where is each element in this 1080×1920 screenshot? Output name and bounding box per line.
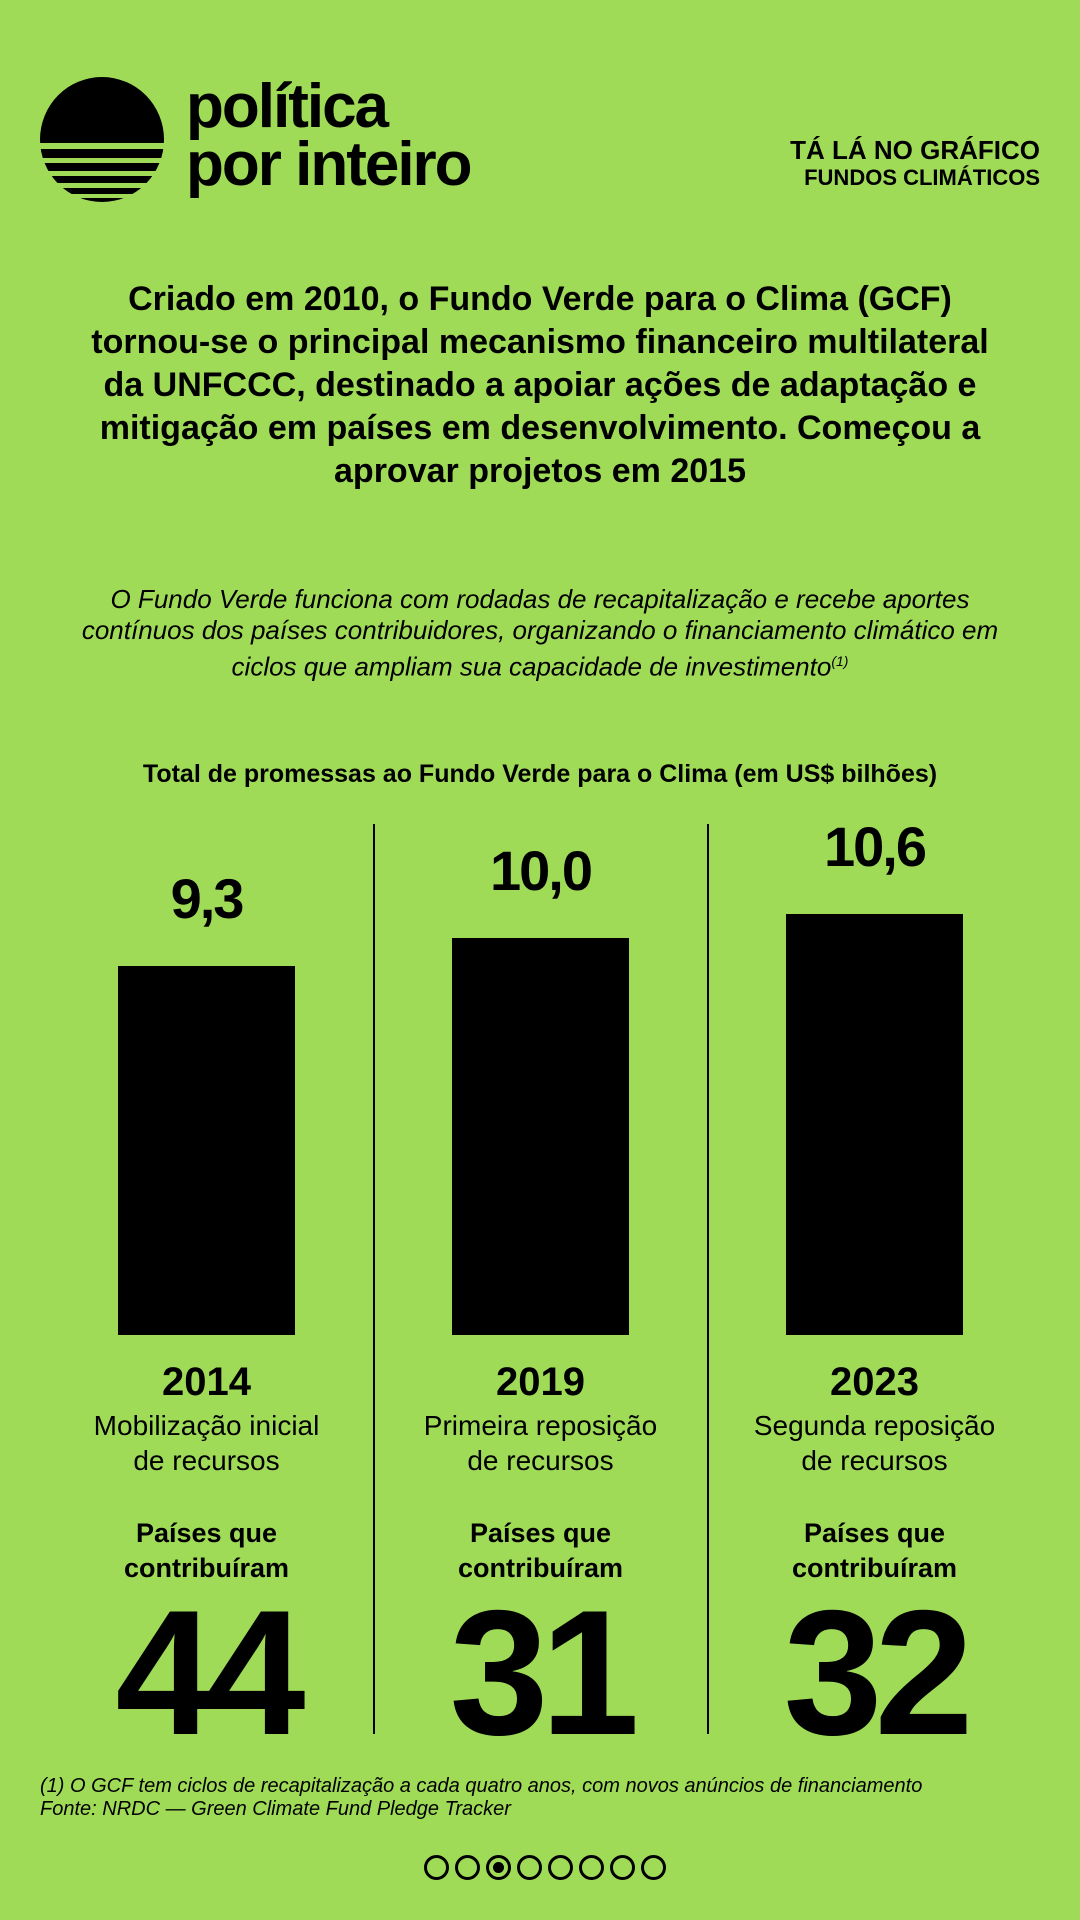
chart-column-2014: 9,3 2014 Mobilização inicial de recursos Pa… [40, 0, 373, 1920]
series-title: TÁ LÁ NO GRÁFICO [790, 135, 1040, 165]
bar-description: Primeira reposição de recursos [423, 1410, 658, 1476]
column-divider [707, 824, 709, 1734]
column-divider [373, 824, 375, 1734]
countries-label: Países que contribuíram [457, 1518, 624, 1583]
bar [118, 965, 295, 1335]
series-label: TÁ LÁ NO GRÁFICO FUNDOS CLIMÁTICOS [790, 136, 1040, 192]
chart-column-2019: 10,0 2019 Primeira reposição de recursos Pa… [374, 0, 707, 1920]
brand-line-1: política [186, 72, 389, 141]
bar-description: Segunda reposição de recursos [753, 1410, 996, 1476]
page-dot-7[interactable] [610, 1855, 635, 1880]
logo-icon [40, 77, 164, 202]
bar-value-label: 10,6 [824, 815, 927, 879]
headline: Criado em 2010, o Fundo Verde para o Cli… [91, 280, 989, 490]
series-subtitle: FUNDOS CLIMÁTICOS [804, 165, 1040, 190]
countries-count: 44 [115, 1573, 306, 1772]
bar [786, 914, 963, 1335]
chart-column-2023: 10,6 2023 Segunda reposição de recursos Paí… [708, 0, 1041, 1920]
intro-body: O Fundo Verde funciona com rodadas de re… [81, 584, 999, 682]
countries-count: 31 [449, 1573, 640, 1772]
page-dot-5[interactable] [548, 1855, 573, 1880]
footnote: (1) O GCF tem ciclos de recapitalização … [40, 1775, 923, 1797]
bar [452, 938, 629, 1335]
bar-category-label: 2019 [496, 1360, 585, 1404]
bar-category-label: 2014 [162, 1360, 251, 1404]
footnotes: (1) O GCF tem ciclos de recapitalização … [40, 1775, 922, 1821]
countries-label: Países que contribuíram [123, 1518, 290, 1583]
brand-name: política por inteiro [186, 72, 473, 199]
countries-label: Países que contribuíram [791, 1518, 958, 1583]
page-dot-8[interactable] [641, 1855, 666, 1880]
pagination-dots [424, 1855, 666, 1880]
page-dot-4[interactable] [517, 1855, 542, 1880]
footnote-ref: (1) [831, 653, 849, 669]
source: Fonte: NRDC — Green Climate Fund Pledge … [40, 1798, 511, 1820]
bar-value-label: 9,3 [170, 866, 245, 930]
countries-count: 32 [783, 1573, 974, 1772]
intro-text: O Fundo Verde funciona com rodadas de re… [80, 584, 1000, 683]
chart-title: Total de promessas ao Fundo Verde para o… [142, 760, 938, 788]
bar-category-label: 2023 [830, 1360, 919, 1404]
bar-description: Mobilização inicial de recursos [93, 1410, 320, 1476]
page-dot-6[interactable] [579, 1855, 604, 1880]
page-dot-2[interactable] [455, 1855, 480, 1880]
bar-value-label: 10,0 [490, 839, 593, 902]
page-dot-1[interactable] [424, 1855, 449, 1880]
brand-line-2: por inteiro [186, 130, 473, 199]
page-dot-3[interactable] [486, 1855, 511, 1880]
